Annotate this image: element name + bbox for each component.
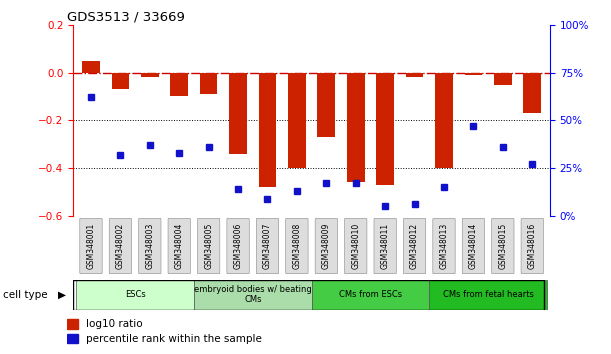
- Bar: [141, 73, 159, 78]
- Bar: [435, 73, 453, 168]
- Text: GSM348014: GSM348014: [469, 223, 478, 269]
- FancyBboxPatch shape: [403, 218, 426, 274]
- Text: GSM348002: GSM348002: [116, 223, 125, 269]
- Text: GSM348007: GSM348007: [263, 223, 272, 269]
- Bar: [112, 73, 129, 89]
- FancyBboxPatch shape: [286, 218, 308, 274]
- Bar: [376, 73, 394, 185]
- FancyBboxPatch shape: [109, 218, 131, 274]
- FancyBboxPatch shape: [492, 218, 514, 274]
- FancyBboxPatch shape: [521, 218, 543, 274]
- FancyBboxPatch shape: [312, 280, 430, 310]
- Bar: [229, 73, 247, 154]
- Bar: [67, 333, 78, 343]
- Bar: [170, 73, 188, 96]
- FancyBboxPatch shape: [374, 218, 397, 274]
- Bar: [82, 61, 100, 73]
- Bar: [406, 73, 423, 78]
- Bar: [464, 73, 482, 75]
- FancyBboxPatch shape: [256, 218, 279, 274]
- FancyBboxPatch shape: [463, 218, 485, 274]
- Bar: [67, 319, 78, 329]
- Text: GSM348003: GSM348003: [145, 223, 155, 269]
- FancyBboxPatch shape: [433, 218, 455, 274]
- FancyBboxPatch shape: [430, 280, 547, 310]
- Bar: [318, 73, 335, 137]
- Bar: [494, 73, 511, 85]
- Text: GSM348009: GSM348009: [322, 223, 331, 269]
- Text: percentile rank within the sample: percentile rank within the sample: [86, 333, 262, 344]
- FancyBboxPatch shape: [197, 218, 220, 274]
- Bar: [347, 73, 365, 183]
- Bar: [288, 73, 306, 168]
- Text: cell type: cell type: [3, 290, 48, 300]
- Text: GSM348011: GSM348011: [381, 223, 390, 269]
- FancyBboxPatch shape: [345, 218, 367, 274]
- Text: GSM348016: GSM348016: [528, 223, 536, 269]
- Text: CMs from ESCs: CMs from ESCs: [339, 290, 402, 299]
- Bar: [524, 73, 541, 113]
- FancyBboxPatch shape: [139, 218, 161, 274]
- Text: GSM348008: GSM348008: [293, 223, 301, 269]
- Text: GSM348004: GSM348004: [175, 223, 184, 269]
- Text: GSM348006: GSM348006: [233, 223, 243, 269]
- Text: GSM348005: GSM348005: [204, 223, 213, 269]
- Text: GSM348013: GSM348013: [439, 223, 448, 269]
- Text: embryoid bodies w/ beating
CMs: embryoid bodies w/ beating CMs: [194, 285, 312, 304]
- FancyBboxPatch shape: [168, 218, 191, 274]
- Text: GSM348012: GSM348012: [410, 223, 419, 269]
- Text: log10 ratio: log10 ratio: [86, 319, 142, 329]
- FancyBboxPatch shape: [315, 218, 337, 274]
- Text: GSM348010: GSM348010: [351, 223, 360, 269]
- Bar: [258, 73, 276, 187]
- FancyBboxPatch shape: [76, 280, 194, 310]
- Text: GDS3513 / 33669: GDS3513 / 33669: [67, 11, 185, 24]
- Text: ESCs: ESCs: [125, 290, 145, 299]
- FancyBboxPatch shape: [227, 218, 249, 274]
- Text: ▶: ▶: [58, 290, 66, 300]
- Text: GSM348015: GSM348015: [499, 223, 507, 269]
- FancyBboxPatch shape: [80, 218, 102, 274]
- Text: CMs from fetal hearts: CMs from fetal hearts: [443, 290, 533, 299]
- Bar: [200, 73, 218, 94]
- Text: GSM348001: GSM348001: [87, 223, 95, 269]
- FancyBboxPatch shape: [194, 280, 312, 310]
